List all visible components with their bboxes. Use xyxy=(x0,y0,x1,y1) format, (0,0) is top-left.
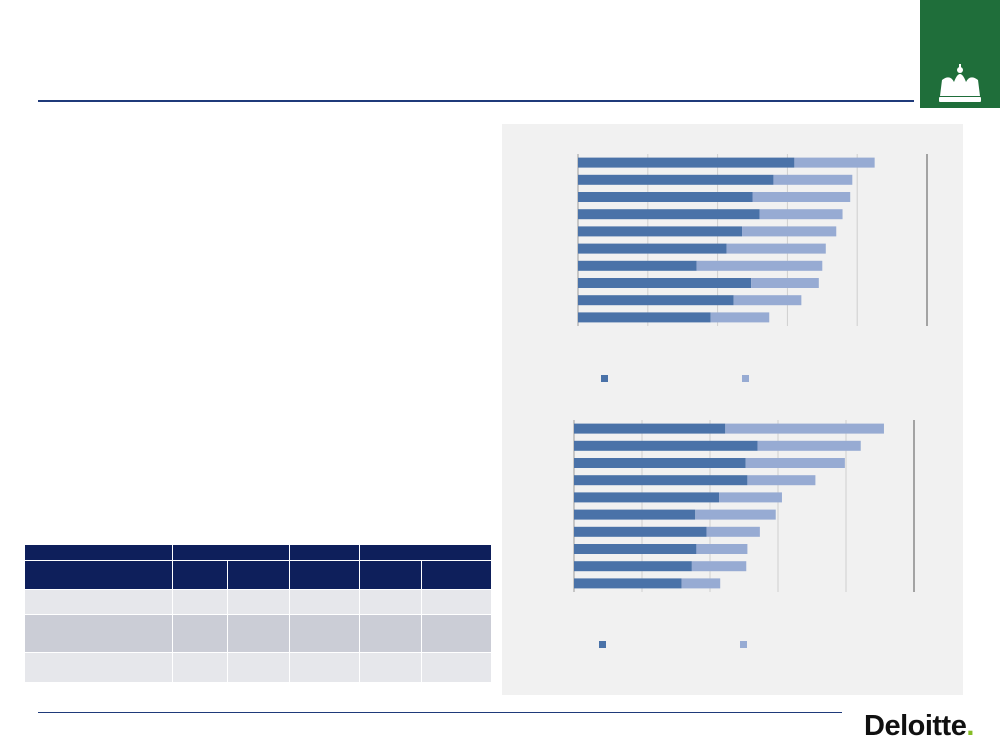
logo-wordmark: Deloitte xyxy=(864,710,967,742)
table-header-cell xyxy=(421,560,492,590)
bar-segment-series-2 xyxy=(745,458,845,468)
bar-segment-series-2 xyxy=(696,544,748,554)
table-header-cell xyxy=(172,560,228,590)
data-table xyxy=(24,544,492,683)
table-header-row xyxy=(24,560,492,590)
stacked-bar-chart-bottom xyxy=(573,420,915,648)
bar-segment-series-1 xyxy=(578,260,697,271)
bar-segment-series-1 xyxy=(574,561,692,572)
bar-segment-series-2 xyxy=(773,174,853,185)
bar-segment-series-1 xyxy=(578,312,711,323)
table-header-cell xyxy=(359,544,492,561)
bar-segment-series-2 xyxy=(681,578,721,589)
table-header-cell xyxy=(289,560,360,590)
bar-segment-series-2 xyxy=(759,209,843,220)
table-cell xyxy=(24,652,173,683)
logo-dot: . xyxy=(966,710,974,742)
bar-segment-series-2 xyxy=(733,295,802,306)
table-cell xyxy=(172,589,228,615)
table-row xyxy=(24,652,492,683)
bar-segment-series-2 xyxy=(719,492,782,503)
bar-segment-series-2 xyxy=(751,278,819,288)
bar-segment-series-1 xyxy=(578,192,753,202)
table-header-group-row xyxy=(24,544,492,561)
bar-segment-series-2 xyxy=(695,509,776,520)
bar-segment-series-2 xyxy=(752,192,851,202)
table-cell xyxy=(421,652,492,683)
bar-segment-series-1 xyxy=(574,492,720,503)
bar-segment-series-2 xyxy=(691,561,747,572)
bar-segment-series-2 xyxy=(742,226,837,237)
bar-segment-series-1 xyxy=(574,544,697,554)
chart-panel xyxy=(502,124,963,695)
table-cell xyxy=(227,589,290,615)
table-cell xyxy=(421,589,492,615)
table-header-cell xyxy=(227,560,290,590)
legend-swatch-2 xyxy=(742,375,749,382)
table-cell xyxy=(227,652,290,683)
bar-segment-series-2 xyxy=(794,157,875,168)
table-header-cell xyxy=(24,560,173,590)
header-rule xyxy=(38,100,914,102)
table-header-cell xyxy=(172,544,290,561)
table-row xyxy=(24,614,492,653)
bar-segment-series-1 xyxy=(574,458,746,468)
bar-segment-series-1 xyxy=(574,440,758,451)
table-cell xyxy=(289,589,360,615)
table-header-cell xyxy=(359,560,422,590)
table-header-cell xyxy=(24,544,173,561)
bar-segment-series-1 xyxy=(578,278,752,288)
bar-segment-series-2 xyxy=(725,423,884,434)
bar-segment-series-2 xyxy=(747,475,816,486)
bar-segment-series-1 xyxy=(574,578,682,589)
bar-segment-series-1 xyxy=(578,295,734,306)
bar-segment-series-2 xyxy=(710,312,770,323)
bar-segment-series-1 xyxy=(578,243,727,254)
table-cell xyxy=(172,614,228,653)
bar-segment-series-1 xyxy=(574,509,696,520)
deloitte-logo: Deloitte. xyxy=(864,710,974,743)
bar-segment-series-1 xyxy=(578,209,760,220)
bar-segment-series-2 xyxy=(696,260,823,271)
table-cell xyxy=(172,652,228,683)
table-cell xyxy=(289,614,360,653)
table-cell xyxy=(24,614,173,653)
table-cell xyxy=(359,614,422,653)
legend-swatch-1 xyxy=(599,641,606,648)
table-row xyxy=(24,589,492,615)
bar-segment-series-1 xyxy=(574,423,726,434)
stacked-bar-chart-top xyxy=(577,154,928,382)
crest-badge xyxy=(920,0,1000,108)
legend-swatch-1 xyxy=(601,375,608,382)
table-cell xyxy=(24,589,173,615)
legend-swatch-2 xyxy=(740,641,747,648)
table-cell xyxy=(359,652,422,683)
crown-icon xyxy=(939,64,981,102)
bar-segment-series-1 xyxy=(574,475,748,486)
table-cell xyxy=(289,652,360,683)
table-header-cell xyxy=(289,544,360,561)
table-cell xyxy=(227,614,290,653)
bar-segment-series-1 xyxy=(578,174,774,185)
bar-segment-series-2 xyxy=(706,526,760,537)
bar-segment-series-1 xyxy=(578,226,743,237)
bar-segment-series-1 xyxy=(578,157,795,168)
footer-rule xyxy=(38,712,842,713)
bar-segment-series-2 xyxy=(757,440,861,451)
bar-segment-series-2 xyxy=(726,243,826,254)
table-cell xyxy=(421,614,492,653)
bar-segment-series-1 xyxy=(574,526,707,537)
table-cell xyxy=(359,589,422,615)
